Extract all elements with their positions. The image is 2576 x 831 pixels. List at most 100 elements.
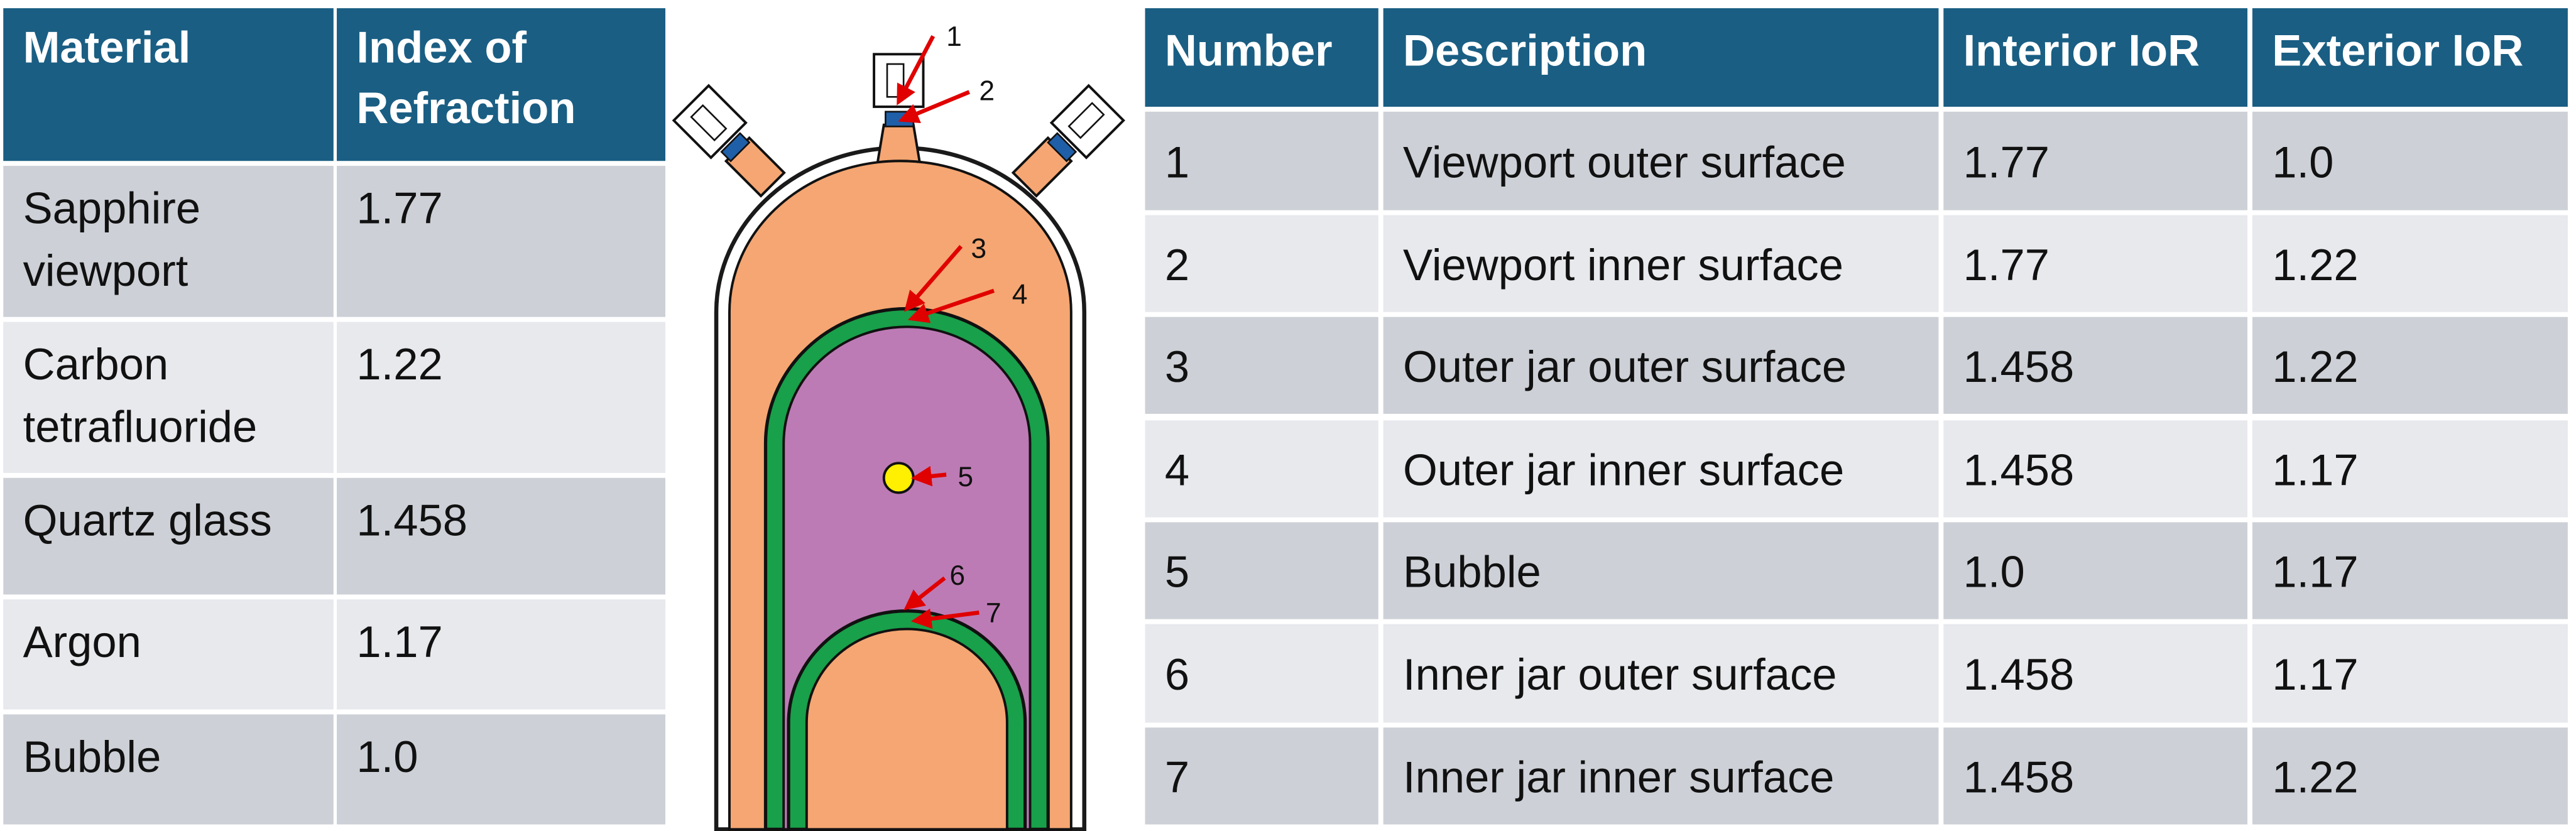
table-cell	[1383, 317, 1939, 414]
callout-label: 6	[949, 560, 965, 591]
text-line: Quartz glass	[23, 495, 272, 545]
table-text: 1.77	[1963, 240, 2049, 290]
table-text: 1.0	[2272, 137, 2333, 187]
text-line: Inner jar inner surface	[1403, 752, 1835, 802]
table-text: 1.22	[2272, 752, 2358, 802]
column-header: Material	[23, 22, 191, 72]
table-text: 1.22	[2272, 342, 2358, 391]
header-cell	[1145, 8, 1378, 107]
table-cell	[337, 714, 665, 825]
table-cell	[1145, 420, 1378, 518]
header-cell	[2252, 8, 2568, 107]
callout-arrow	[910, 608, 980, 629]
text-line: 1.0	[356, 732, 418, 781]
refractive-index: 1.22	[356, 339, 442, 389]
table-text: 7	[1165, 752, 1189, 802]
text-line: 1.17	[2272, 649, 2358, 699]
text-line: 1.0	[2272, 137, 2333, 187]
table-text: 4	[1165, 445, 1189, 495]
table-cell	[1145, 215, 1378, 312]
callout-arrow	[898, 90, 970, 123]
table-text: Outer jar outer surface	[1403, 342, 1847, 391]
inner-cf4	[805, 627, 1008, 831]
table-cell	[2252, 727, 2568, 825]
text-line: Bubble	[1403, 547, 1541, 597]
material-name: Quartz glass	[23, 495, 272, 545]
callout-arrow	[904, 245, 963, 312]
text-line: 1.458	[1963, 445, 2075, 495]
side-viewport-left	[672, 84, 786, 198]
header-cell	[3, 8, 334, 161]
text-line: Description	[1403, 26, 1647, 75]
table-text: 1.458	[1963, 445, 2075, 495]
table-cell	[1943, 420, 2248, 518]
material-name: Argon	[23, 617, 141, 666]
text-line: Outer jar inner surface	[1403, 445, 1844, 495]
text-line: 1.22	[356, 339, 442, 389]
text-line: 5	[1165, 547, 1189, 597]
table-cell	[1145, 624, 1378, 723]
refractive-index: 1.77	[356, 183, 442, 233]
refractive-index: 1.458	[356, 495, 467, 545]
table-cell	[1943, 624, 2248, 723]
table-text: 3	[1165, 342, 1189, 391]
text-line: 1.458	[356, 495, 467, 545]
table-cell	[3, 714, 334, 825]
table-text: Inner jar outer surface	[1403, 649, 1836, 699]
table-cell	[1383, 111, 1939, 210]
callout-arrow	[910, 465, 947, 487]
text-line: Number	[1165, 26, 1333, 75]
callout-arrow	[897, 35, 936, 106]
text-line: Sapphire	[23, 183, 213, 233]
table-cell	[2252, 215, 2568, 312]
table-text: 1	[1165, 137, 1189, 187]
callout-arrow	[903, 576, 946, 611]
text-line: Viewport outer surface	[1403, 137, 1846, 187]
text-line: 1	[1165, 137, 1189, 187]
table-cell	[3, 166, 334, 317]
table-text: 1.22	[2272, 240, 2358, 290]
text-line: 6	[1165, 649, 1189, 699]
callout-label: 1	[946, 21, 962, 52]
text-line: Interior IoR	[1963, 26, 2200, 75]
callout-label: 4	[1012, 280, 1028, 310]
text-line: 1.0	[1963, 547, 2025, 597]
table-text: 6	[1165, 649, 1189, 699]
table-cell	[3, 477, 334, 595]
text-line: 1.17	[356, 617, 442, 666]
text-line: Carbon	[23, 339, 181, 389]
text-line: viewport	[23, 246, 188, 295]
text-line: 1.17	[2272, 547, 2358, 597]
text-line: Bubble	[23, 732, 161, 781]
table-text: 1.17	[2272, 649, 2358, 699]
table-cell	[1943, 522, 2248, 619]
table-cell	[337, 166, 665, 317]
table-cell	[1383, 624, 1939, 723]
table-text: Bubble	[1403, 547, 1541, 597]
text-line: 1.22	[2272, 342, 2358, 391]
text-line: 1.17	[2272, 445, 2358, 495]
table-cell	[1383, 522, 1939, 619]
text-line: 7	[1165, 752, 1189, 802]
table-cell	[1145, 317, 1378, 414]
table-cell	[3, 322, 334, 474]
header-cell	[1943, 8, 2248, 107]
callout-label: 7	[986, 598, 1001, 629]
text-line: 1.77	[1963, 240, 2049, 290]
callout-label: 3	[971, 233, 986, 264]
text-line: 1.458	[1963, 342, 2075, 391]
column-header: Interior IoR	[1963, 26, 2200, 75]
table-cell	[3, 599, 334, 710]
table-cell	[1943, 111, 2248, 210]
refractive-index: 1.17	[356, 617, 442, 666]
text-line: 1.77	[1963, 137, 2049, 187]
table-text: 1.17	[2272, 547, 2358, 597]
text-line: 2	[1165, 240, 1189, 290]
header-cell	[337, 8, 665, 161]
callout-arrow	[908, 288, 995, 323]
text-line: Viewport inner surface	[1403, 240, 1843, 290]
table-cell	[1943, 317, 2248, 414]
bubble	[882, 462, 915, 494]
table-cell	[1383, 215, 1939, 312]
